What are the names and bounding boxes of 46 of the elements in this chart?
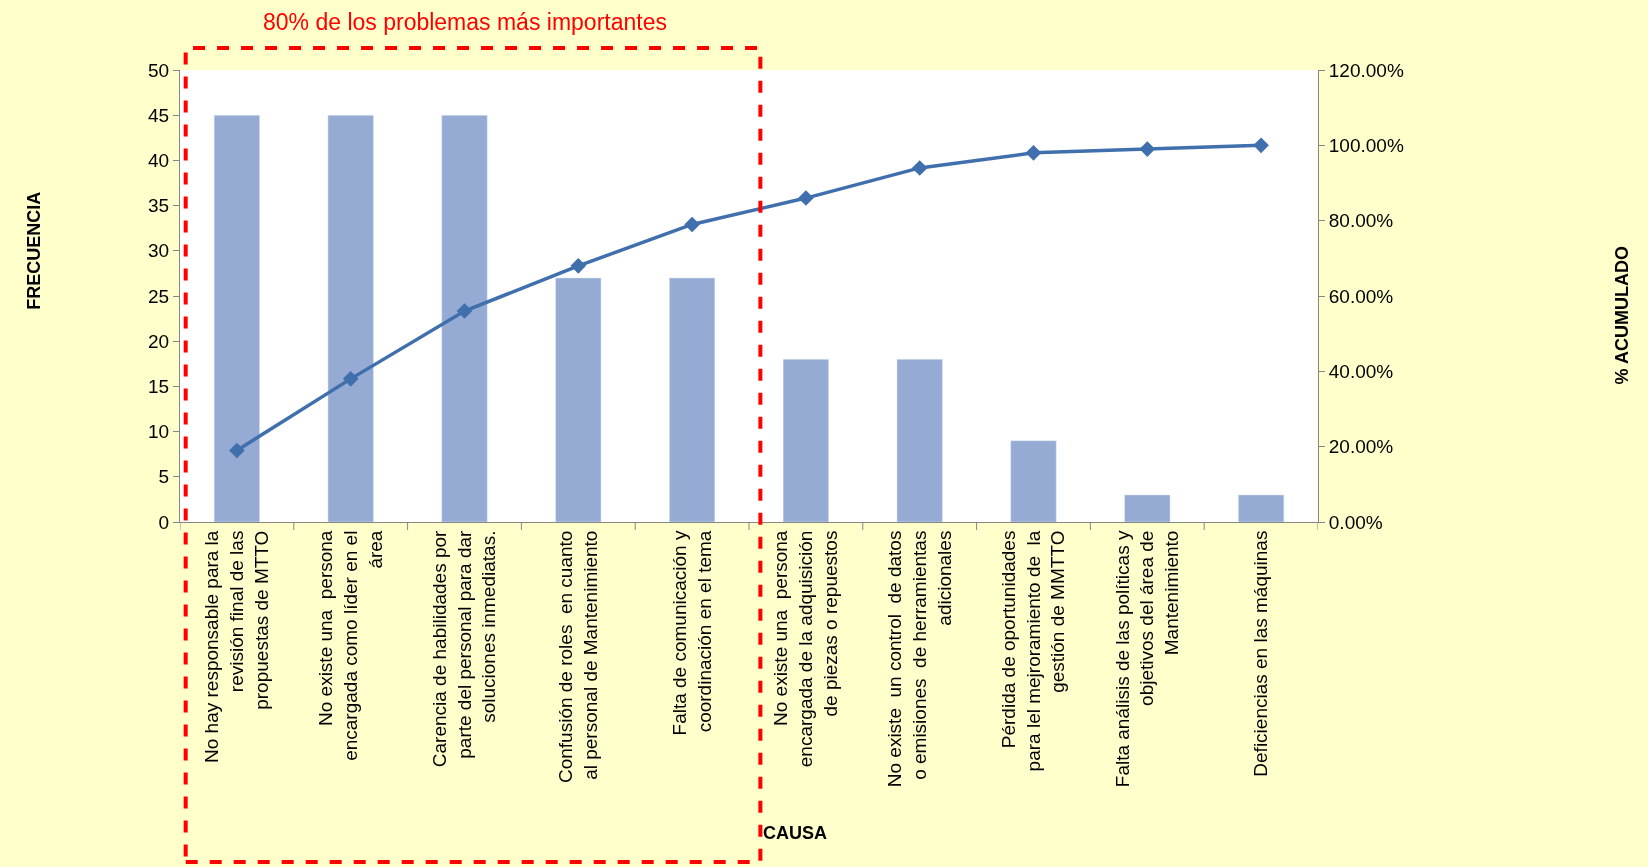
bar xyxy=(896,359,943,522)
point xyxy=(911,160,928,176)
bar xyxy=(1010,440,1057,522)
bar xyxy=(441,114,488,522)
point xyxy=(1025,145,1042,161)
y2-tick-label: 60.00% xyxy=(1328,285,1394,307)
x-axis-title: CAUSA xyxy=(763,823,828,843)
bar xyxy=(327,114,374,522)
point xyxy=(1253,137,1269,154)
point xyxy=(229,442,245,459)
y-tick-label: 0 xyxy=(158,511,170,533)
y2-tick-label: 40.00% xyxy=(1328,360,1394,382)
point xyxy=(1139,141,1156,157)
x-tick-label: No existe una persona encargada como líder en el área xyxy=(315,530,386,761)
text: % ACUMULADO xyxy=(1611,246,1632,385)
y-tick-label: 20 xyxy=(148,330,170,352)
y2-tick-label: 120.00% xyxy=(1328,59,1404,81)
y-tick-label: 40 xyxy=(148,150,170,172)
y-tick-label: 15 xyxy=(148,376,170,398)
y2-tick-label: 0.00% xyxy=(1328,511,1383,533)
y-tick-label: 30 xyxy=(148,240,170,262)
text: FRECUENCIA xyxy=(24,191,45,310)
bar xyxy=(1238,494,1285,522)
point xyxy=(342,371,359,387)
y-tick-label: 25 xyxy=(148,285,170,307)
bar xyxy=(669,277,716,522)
x-tick-label: Carencia de habilidades por parte del personal para dar soluciones inmediatas. xyxy=(428,529,500,768)
x-tick-label: No hay responsable para la revisión final de las propuestas de MTTO xyxy=(201,530,272,763)
y2-tick-label: 20.00% xyxy=(1328,436,1394,458)
y2-tick-label: 80.00% xyxy=(1328,210,1394,232)
y-tick-label: 45 xyxy=(148,104,170,126)
bar xyxy=(213,114,260,522)
y-tick-label: 10 xyxy=(148,421,170,443)
point xyxy=(798,190,814,206)
y-tick-label: 50 xyxy=(148,59,170,81)
bar xyxy=(555,277,602,522)
y-tick-label: 5 xyxy=(158,466,170,488)
point xyxy=(570,258,587,274)
chart-title: 80% de los problemas más importantes xyxy=(263,9,667,35)
point xyxy=(684,216,700,233)
bar xyxy=(1124,494,1171,522)
y-tick-label: 35 xyxy=(148,195,170,217)
point xyxy=(456,303,473,319)
bar xyxy=(782,359,829,522)
x-tick-label: Deficiencias en las máquinas xyxy=(1250,530,1272,777)
y2-tick-label: 100.00% xyxy=(1328,134,1404,156)
